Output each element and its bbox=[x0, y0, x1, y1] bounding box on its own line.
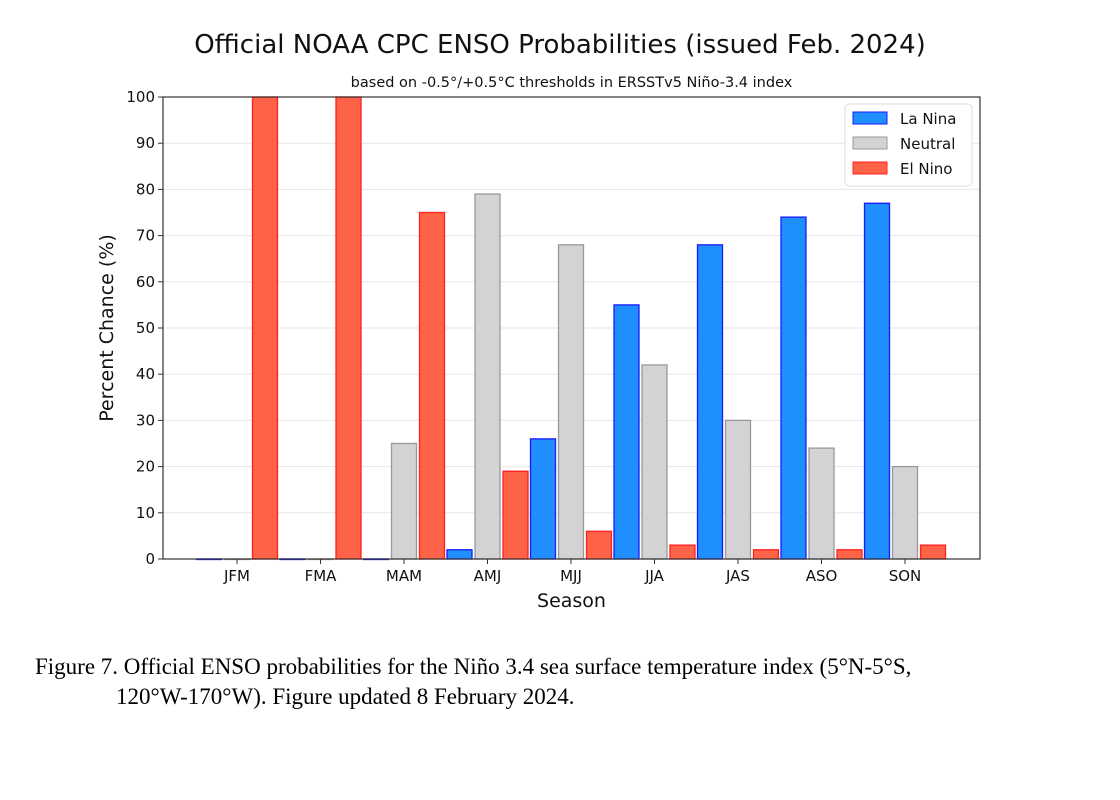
bar-neutral-amj bbox=[474, 193, 501, 560]
caption-line-2: 120°W-170°W). Figure updated 8 February … bbox=[116, 684, 575, 709]
bar-el-nino-amj bbox=[502, 470, 529, 560]
legend-label: El Nino bbox=[900, 160, 953, 178]
bar-el-nino-son bbox=[919, 544, 947, 560]
legend-label: La Nina bbox=[900, 110, 956, 128]
bar-el-nino-jfm bbox=[251, 96, 279, 560]
bar-neutral-mam bbox=[390, 442, 418, 560]
bar-el-nino-mjj bbox=[585, 530, 613, 560]
y-axis-label: Percent Chance (%) bbox=[96, 234, 118, 422]
bar-la-nina-jja bbox=[613, 304, 640, 560]
y-tick-label: 70 bbox=[136, 227, 155, 245]
y-tick-label: 100 bbox=[126, 88, 155, 106]
x-tick-label: FMA bbox=[305, 567, 338, 585]
x-tick-label: ASO bbox=[806, 567, 838, 585]
x-tick-label: MAM bbox=[386, 567, 422, 585]
bar-la-nina-mjj bbox=[529, 438, 557, 560]
y-tick-label: 90 bbox=[136, 134, 155, 152]
x-axis-label: Season bbox=[537, 590, 606, 612]
chart-title: Official NOAA CPC ENSO Probabilities (is… bbox=[194, 30, 926, 60]
bar-neutral-mjj bbox=[557, 244, 585, 560]
legend-label: Neutral bbox=[900, 135, 955, 153]
x-tick-label: JFM bbox=[223, 567, 250, 585]
y-tick-label: 50 bbox=[136, 319, 155, 337]
x-tick-label: AMJ bbox=[474, 567, 502, 585]
bar-el-nino-fma bbox=[335, 96, 362, 560]
y-tick-label: 0 bbox=[145, 550, 155, 568]
legend-swatch-el-nino bbox=[852, 161, 888, 175]
bar-el-nino-mam bbox=[418, 211, 446, 560]
bar-neutral-son bbox=[891, 465, 919, 560]
bar-el-nino-jas bbox=[752, 549, 780, 560]
x-tick-label: JAS bbox=[725, 567, 750, 585]
bar-la-nina-son bbox=[863, 202, 891, 560]
bar-neutral-jja bbox=[641, 364, 668, 560]
bar-neutral-jas bbox=[724, 419, 752, 560]
bar-el-nino-jja bbox=[669, 544, 696, 560]
bar-el-nino-aso bbox=[836, 549, 863, 560]
bar-la-nina-amj bbox=[446, 549, 473, 560]
chart-subtitle: based on -0.5°/+0.5°C thresholds in ERSS… bbox=[350, 75, 793, 91]
plot-frame bbox=[162, 96, 981, 560]
bar-la-nina-aso bbox=[780, 216, 807, 560]
y-tick-label: 80 bbox=[136, 180, 155, 198]
y-tick-label: 60 bbox=[136, 273, 155, 291]
x-tick-label: SON bbox=[889, 567, 922, 585]
caption-line-1: Figure 7. Official ENSO probabilities fo… bbox=[35, 654, 912, 679]
legend-swatch-la-nina bbox=[852, 111, 888, 125]
figure-caption: Figure 7. Official ENSO probabilities fo… bbox=[35, 652, 1095, 712]
x-tick-label: JJA bbox=[644, 567, 665, 585]
y-tick-label: 30 bbox=[136, 411, 155, 429]
bar-neutral-aso bbox=[808, 447, 835, 560]
enso-bar-chart: 0 10 20 30 40 50 60 70 80 90 100 JFM FMA MAM AMJ MJJ JJA… bbox=[96, 88, 981, 612]
x-tick-label: MJJ bbox=[560, 567, 582, 585]
legend-swatch-neutral bbox=[852, 136, 888, 150]
bar-la-nina-jas bbox=[696, 244, 724, 560]
y-tick-label: 40 bbox=[136, 365, 155, 383]
y-tick-label: 10 bbox=[136, 504, 155, 522]
y-tick-label: 20 bbox=[136, 458, 155, 476]
